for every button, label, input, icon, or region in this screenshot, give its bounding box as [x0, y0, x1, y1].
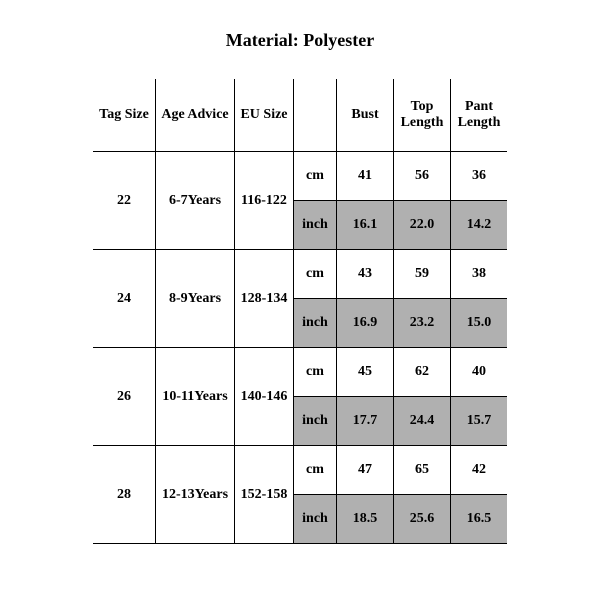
cell-pant-cm: 36 [451, 152, 508, 201]
table-row: 28 12-13Years 152-158 cm 47 65 42 [93, 446, 507, 495]
cell-tag: 22 [93, 152, 156, 250]
cell-pant-cm: 38 [451, 250, 508, 299]
col-pant-length: Pant Length [451, 79, 508, 152]
col-unit [294, 79, 337, 152]
cell-pant-inch: 14.2 [451, 201, 508, 250]
cell-bust-cm: 41 [337, 152, 394, 201]
table-header-row: Tag Size Age Advice EU Size Bust Top Len… [93, 79, 507, 152]
col-age-advice: Age Advice [156, 79, 235, 152]
cell-pant-inch: 16.5 [451, 495, 508, 544]
cell-top-inch: 24.4 [394, 397, 451, 446]
size-table: Tag Size Age Advice EU Size Bust Top Len… [93, 79, 507, 544]
cell-bust-cm: 47 [337, 446, 394, 495]
page-title: Material: Polyester [0, 30, 600, 51]
cell-pant-cm: 42 [451, 446, 508, 495]
cell-eu: 116-122 [235, 152, 294, 250]
cell-bust-cm: 45 [337, 348, 394, 397]
cell-unit-inch: inch [294, 201, 337, 250]
cell-eu: 140-146 [235, 348, 294, 446]
cell-unit-cm: cm [294, 152, 337, 201]
cell-age: 6-7Years [156, 152, 235, 250]
cell-tag: 26 [93, 348, 156, 446]
cell-unit-inch: inch [294, 299, 337, 348]
cell-unit-inch: inch [294, 397, 337, 446]
page: Material: Polyester Tag Size Age Advice … [0, 0, 600, 600]
cell-unit-cm: cm [294, 446, 337, 495]
cell-tag: 28 [93, 446, 156, 544]
cell-top-inch: 23.2 [394, 299, 451, 348]
cell-pant-inch: 15.7 [451, 397, 508, 446]
cell-eu: 152-158 [235, 446, 294, 544]
cell-top-inch: 22.0 [394, 201, 451, 250]
col-tag-size: Tag Size [93, 79, 156, 152]
cell-unit-cm: cm [294, 348, 337, 397]
cell-age: 8-9Years [156, 250, 235, 348]
cell-eu: 128-134 [235, 250, 294, 348]
cell-top-cm: 62 [394, 348, 451, 397]
cell-top-cm: 59 [394, 250, 451, 299]
table-row: 22 6-7Years 116-122 cm 41 56 36 [93, 152, 507, 201]
cell-age: 12-13Years [156, 446, 235, 544]
cell-pant-cm: 40 [451, 348, 508, 397]
cell-unit-cm: cm [294, 250, 337, 299]
cell-tag: 24 [93, 250, 156, 348]
cell-bust-inch: 17.7 [337, 397, 394, 446]
cell-top-cm: 56 [394, 152, 451, 201]
cell-bust-cm: 43 [337, 250, 394, 299]
cell-bust-inch: 16.1 [337, 201, 394, 250]
cell-bust-inch: 18.5 [337, 495, 394, 544]
table-row: 26 10-11Years 140-146 cm 45 62 40 [93, 348, 507, 397]
col-top-length: Top Length [394, 79, 451, 152]
cell-age: 10-11Years [156, 348, 235, 446]
col-bust: Bust [337, 79, 394, 152]
cell-top-cm: 65 [394, 446, 451, 495]
cell-top-inch: 25.6 [394, 495, 451, 544]
cell-pant-inch: 15.0 [451, 299, 508, 348]
cell-unit-inch: inch [294, 495, 337, 544]
cell-bust-inch: 16.9 [337, 299, 394, 348]
col-eu-size: EU Size [235, 79, 294, 152]
table-row: 24 8-9Years 128-134 cm 43 59 38 [93, 250, 507, 299]
